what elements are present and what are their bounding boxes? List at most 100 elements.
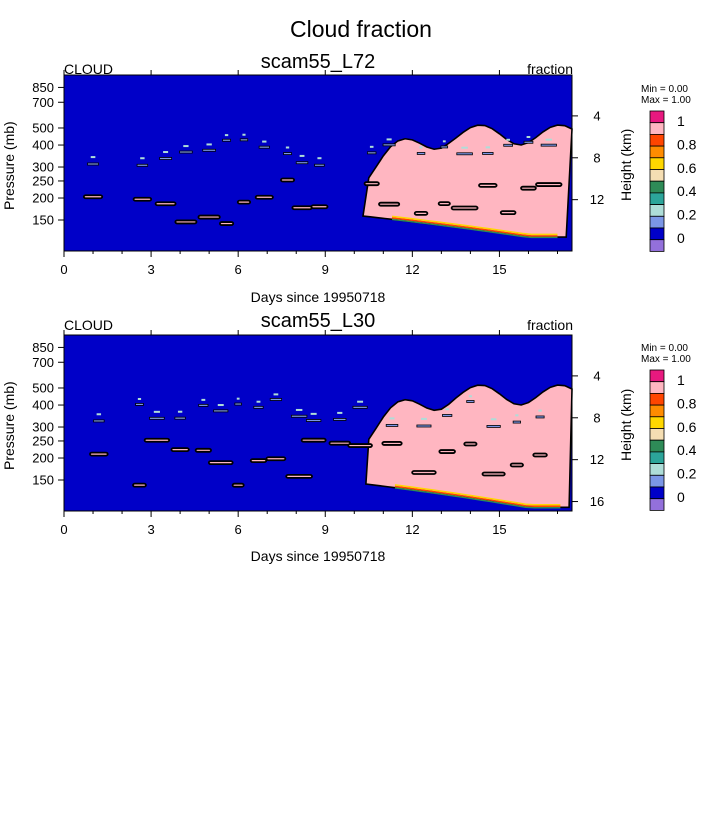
figure-title: Cloud fraction	[290, 16, 432, 42]
panel2-legend-max: Max = 1.00	[641, 354, 691, 365]
legend-label: 0.4	[677, 442, 697, 458]
cloud-column-core	[201, 398, 206, 401]
cloud-column-anvil	[328, 440, 351, 446]
y2-tick-label: 8	[593, 410, 600, 425]
x-tick-label: 9	[322, 522, 329, 537]
x-tick-label: 3	[147, 522, 154, 537]
cloud-column-core	[317, 157, 322, 160]
panel2-variable-label: CLOUD	[64, 317, 114, 333]
cloud-column-anvil	[265, 456, 287, 462]
x-tick-label: 15	[492, 262, 506, 277]
cloud-column-core	[153, 410, 160, 413]
y-tick-label: 400	[32, 398, 54, 413]
cloud-column-core	[310, 412, 317, 415]
legend-swatch	[649, 486, 665, 500]
cloud-column-core	[295, 408, 303, 411]
panel1-x-axis-label: Days since 19950718	[250, 289, 386, 305]
cloud-column-anvil	[450, 205, 479, 211]
cloud-column-core	[526, 136, 531, 139]
cloud-column-core	[485, 146, 491, 149]
cloud-column-shaft	[482, 152, 494, 155]
cloud-column-anvil	[300, 437, 327, 443]
cloud-column-shaft	[135, 402, 144, 406]
plot-frame	[63, 74, 573, 252]
cloud-column-shaft	[290, 414, 308, 418]
y-tick-label: 150	[32, 213, 54, 228]
cloud-column-core	[445, 408, 450, 411]
cloud-column-core	[299, 154, 305, 157]
panel2-x-axis-label: Days since 19950718	[250, 548, 386, 564]
x-tick-label: 12	[405, 522, 419, 537]
y-tick-label: 200	[32, 451, 54, 466]
cloud-column-shaft	[269, 398, 282, 401]
contour-band	[394, 487, 561, 509]
panel2-legend-min: Min = 0.00	[641, 343, 688, 354]
panel1-title: scam55_L72	[260, 51, 376, 73]
cloud-column-anvil	[291, 205, 313, 211]
y-tick-label: 850	[32, 340, 54, 355]
cloud-column-anvil	[509, 462, 524, 468]
contour-band	[391, 215, 558, 236]
panel1-variable-label: CLOUD	[64, 61, 114, 77]
cloud-column-core	[177, 410, 183, 413]
cloud-column-anvil	[132, 196, 153, 202]
legend-swatch	[649, 215, 665, 229]
cloud-column-anvil	[478, 182, 498, 188]
y2-tick-label: 16	[590, 494, 604, 509]
cloud-column-core	[217, 404, 224, 407]
cloud-column-core	[369, 145, 374, 148]
cloud-column-anvil	[207, 460, 234, 466]
cloud-column-core	[262, 140, 267, 143]
cloud-column-shaft	[314, 163, 325, 167]
x-tick-label: 6	[235, 262, 242, 277]
x-tick-label: 0	[60, 262, 67, 277]
cloud-column-anvil	[438, 449, 456, 454]
legend-swatch	[649, 463, 665, 476]
legend-label: 0.6	[677, 419, 697, 435]
cloud-column-shaft	[87, 162, 99, 166]
contour-band	[391, 217, 558, 237]
contour-band	[394, 485, 561, 507]
cloud-column-shaft	[333, 418, 347, 421]
cloud-column-core	[273, 393, 279, 396]
x-tick-label: 9	[322, 262, 329, 277]
cloud-column-anvil	[280, 177, 296, 183]
cloud-column-core	[419, 146, 423, 149]
cloud-column-anvil	[499, 210, 517, 216]
cloud-column-shaft	[440, 145, 449, 149]
panel1-units-label: fraction	[527, 61, 573, 77]
cloud-column-core	[545, 138, 552, 141]
y-tick-label: 300	[32, 420, 54, 435]
cloud-column-shaft	[540, 143, 557, 147]
cloud-column-shaft	[283, 152, 292, 155]
cloud-column-shaft	[239, 138, 249, 142]
legend-swatch	[649, 157, 665, 170]
y-tick-label: 500	[32, 120, 54, 135]
cloud-column-core	[506, 138, 510, 141]
legend-swatch	[649, 169, 665, 182]
legend-swatch	[649, 239, 665, 252]
cloud-column-core	[386, 138, 392, 141]
cloud-column-anvil	[154, 201, 177, 207]
x-tick-label: 3	[147, 262, 154, 277]
cloud-column-shaft	[486, 425, 501, 428]
panel1-legend-max: Max = 1.00	[641, 95, 691, 106]
cloud-column-anvil	[520, 185, 537, 191]
cloud-column-anvil	[481, 471, 506, 477]
cloud-column-anvil	[194, 447, 212, 453]
cloud-column-shaft	[213, 409, 229, 413]
x-tick-label: 15	[492, 522, 506, 537]
cloud-column-core	[224, 134, 229, 137]
cloud-column-shaft	[523, 140, 534, 144]
cloud-column-core	[337, 411, 343, 414]
contour-band	[391, 218, 558, 239]
legend-label: 0.4	[677, 183, 697, 199]
cloud-column-anvil	[82, 194, 104, 200]
cloud-column-anvil	[174, 219, 198, 225]
y2-tick-label: 12	[590, 452, 604, 467]
x-tick-label: 0	[60, 522, 67, 537]
cloud-column-shaft	[253, 405, 264, 409]
x-tick-label: 12	[405, 262, 419, 277]
legend-label: 1	[677, 372, 685, 388]
